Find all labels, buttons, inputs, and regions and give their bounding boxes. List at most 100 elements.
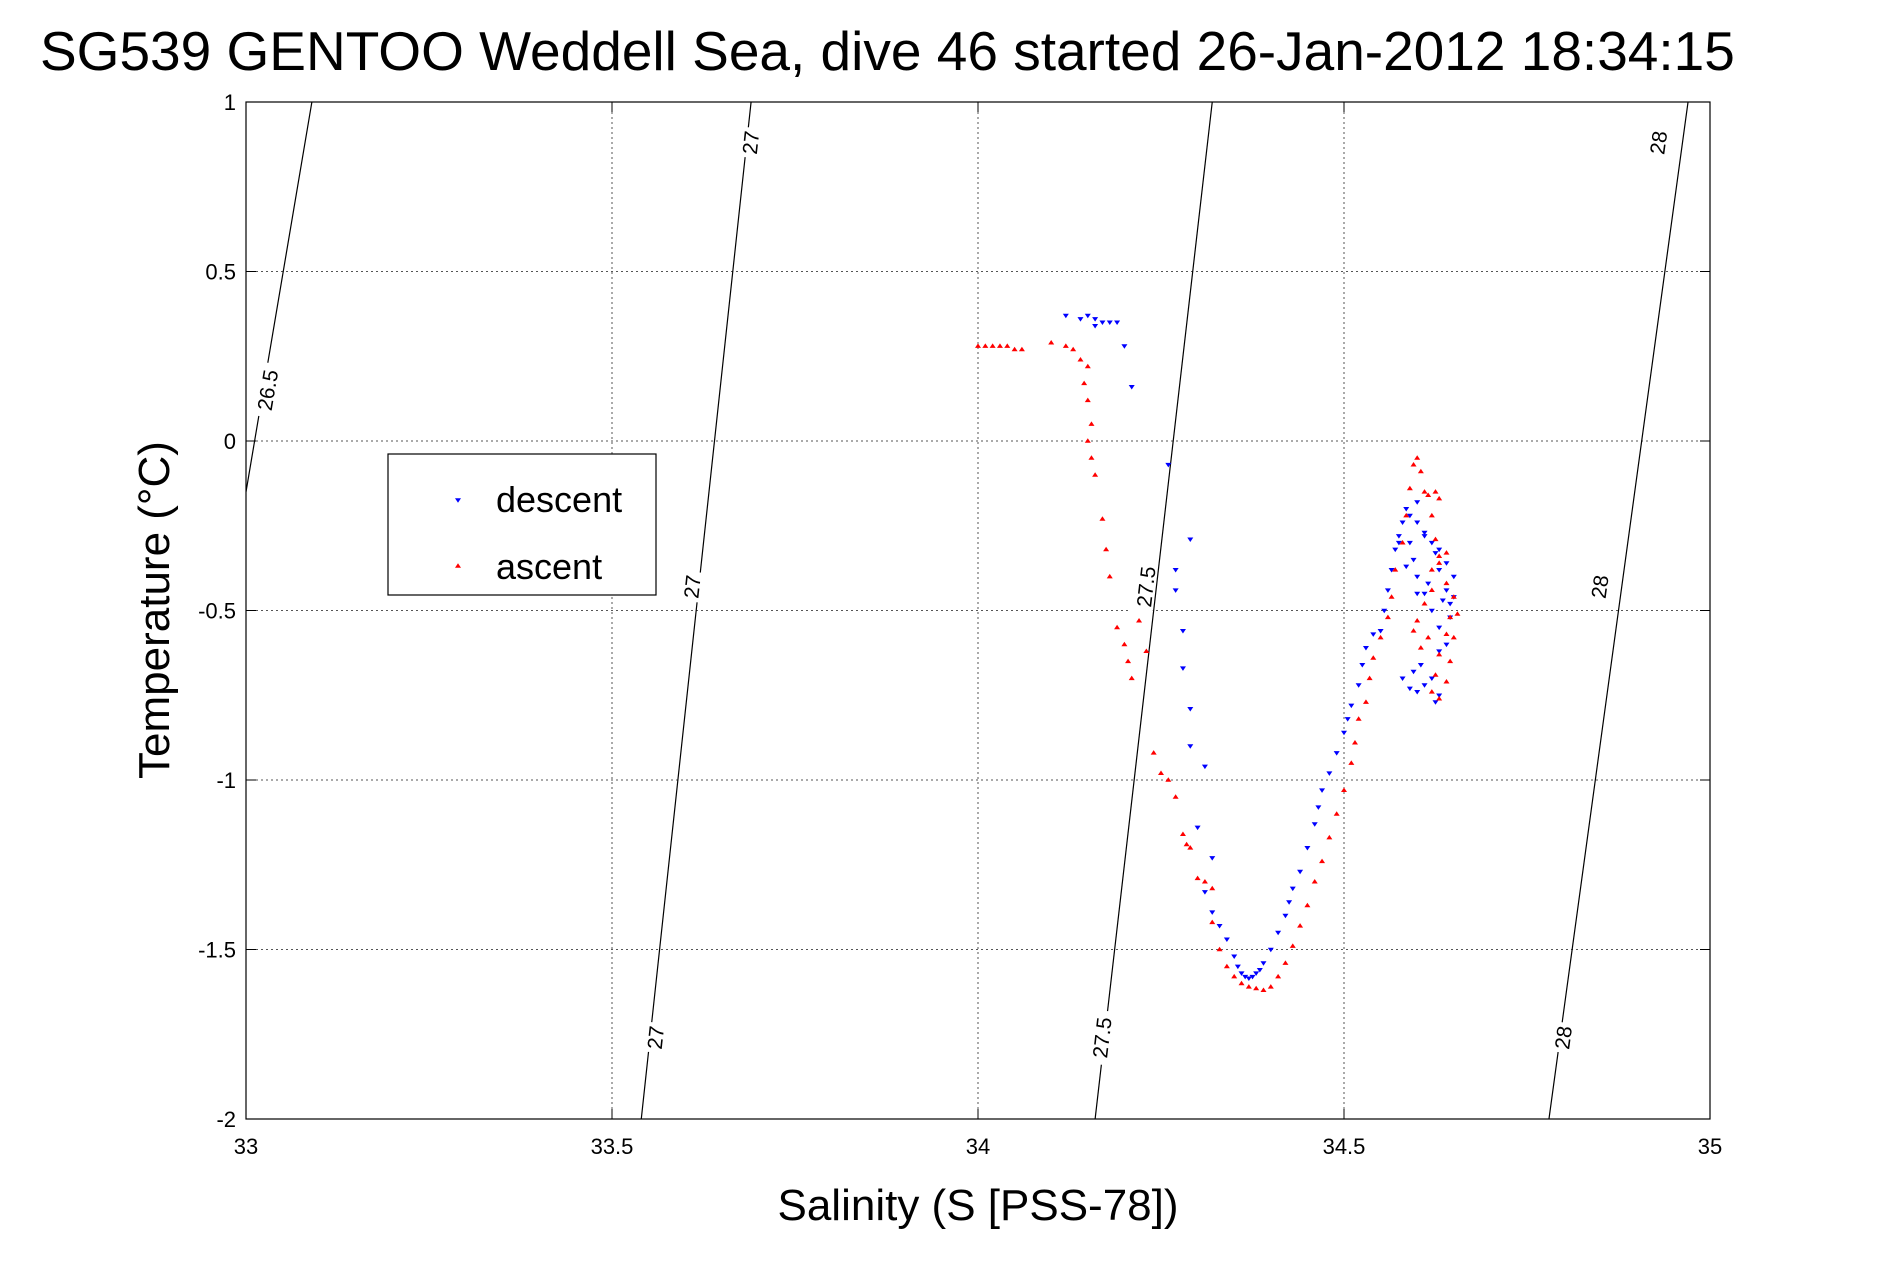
contour-label: 28 <box>1646 130 1672 156</box>
contour-label-background <box>1643 126 1670 159</box>
data-point-descent <box>1362 645 1369 651</box>
contour-label: 27.5 <box>1089 1016 1117 1059</box>
data-point-ascent <box>1425 634 1432 640</box>
data-point-ascent <box>1297 923 1304 928</box>
data-point-descent <box>1209 856 1216 861</box>
contour-label-background <box>250 361 282 419</box>
data-point-ascent <box>1128 675 1135 681</box>
data-point-ascent <box>1333 811 1340 816</box>
data-point-ascent <box>1447 614 1454 620</box>
data-point-ascent <box>1410 462 1417 467</box>
legend-box <box>387 453 657 596</box>
data-point-descent <box>1359 662 1366 668</box>
contour-label-group: 27 <box>641 1021 669 1054</box>
data-point-descent <box>1450 574 1457 580</box>
contour-line <box>1094 102 1213 1119</box>
data-point-ascent <box>1414 455 1421 460</box>
data-point-ascent <box>1384 614 1391 620</box>
contour-label: 27 <box>644 1025 669 1051</box>
data-point-descent <box>1406 540 1413 546</box>
data-point-descent <box>1377 629 1384 634</box>
contour-label-group: 28 <box>1643 126 1672 159</box>
data-point-descent <box>1355 683 1362 688</box>
contour-label: 27.5 <box>1133 565 1161 608</box>
data-point-descent <box>1414 591 1421 597</box>
contour-label-background <box>677 570 704 603</box>
data-point-ascent <box>1443 580 1450 586</box>
data-point-descent <box>1432 700 1439 705</box>
data-point-ascent <box>1428 512 1435 518</box>
data-point-descent <box>1179 666 1186 671</box>
data-point-ascent <box>1260 987 1267 992</box>
data-point-descent <box>1344 717 1351 722</box>
data-point-ascent <box>1081 380 1088 386</box>
data-point-ascent <box>1366 675 1373 681</box>
data-point-descent <box>1410 669 1417 675</box>
legend-marker-ascent <box>455 563 461 568</box>
data-point-ascent <box>1136 617 1143 623</box>
data-point-ascent <box>1432 536 1439 542</box>
data-point-ascent <box>1179 831 1186 837</box>
data-point-ascent <box>1253 985 1260 991</box>
data-point-descent <box>1436 568 1443 573</box>
data-point-ascent <box>1311 879 1318 884</box>
data-point-descent <box>1267 947 1274 953</box>
data-point-descent <box>1414 520 1421 526</box>
data-point-ascent <box>1048 339 1055 345</box>
data-point-ascent <box>1183 841 1190 847</box>
data-point-ascent <box>1443 550 1450 555</box>
data-point-descent <box>1432 551 1439 556</box>
data-point-ascent <box>1421 601 1428 606</box>
data-point-ascent <box>1403 512 1410 518</box>
data-point-descent <box>1249 974 1256 980</box>
data-point-ascent <box>1172 794 1179 799</box>
data-point-ascent <box>1150 750 1157 755</box>
data-point-descent <box>1092 317 1099 322</box>
data-point-ascent <box>1216 946 1223 952</box>
data-series <box>975 313 1461 992</box>
data-point-descent <box>1348 703 1355 709</box>
x-axis-label: Salinity (S [PSS-78]) <box>777 1181 1178 1230</box>
data-point-ascent <box>1077 356 1084 362</box>
data-point-ascent <box>1377 634 1384 640</box>
data-point-descent <box>1370 632 1377 637</box>
data-point-ascent <box>1125 658 1132 664</box>
data-point-descent <box>1256 968 1263 973</box>
data-point-ascent <box>1084 438 1091 443</box>
data-point-ascent <box>1209 885 1216 891</box>
data-point-ascent <box>1355 716 1362 721</box>
contour-label-background <box>641 1021 667 1054</box>
data-point-ascent <box>1165 777 1172 782</box>
x-tick-label: 35 <box>1698 1134 1722 1159</box>
data-point-descent <box>1238 971 1245 976</box>
data-point-ascent <box>1018 346 1025 352</box>
data-point-descent <box>1201 764 1208 770</box>
data-point-ascent <box>1084 397 1091 403</box>
data-point-descent <box>1187 707 1194 712</box>
data-point-descent <box>1414 574 1421 580</box>
series-ascent <box>975 339 1461 992</box>
data-point-ascent <box>1282 960 1289 965</box>
data-point-ascent <box>1450 634 1457 640</box>
data-point-ascent <box>1187 845 1194 850</box>
data-point-descent <box>1172 568 1179 573</box>
data-point-ascent <box>1392 567 1399 572</box>
data-point-descent <box>1421 530 1428 536</box>
data-point-descent <box>1242 974 1249 980</box>
contour-label: 27 <box>739 130 764 156</box>
data-point-descent <box>1395 534 1402 539</box>
data-point-descent <box>1304 846 1311 851</box>
data-point-descent <box>1421 683 1428 688</box>
data-point-descent <box>1092 323 1099 329</box>
data-point-ascent <box>1084 363 1091 369</box>
data-point-descent <box>1406 686 1413 692</box>
data-point-ascent <box>1410 628 1417 633</box>
data-point-ascent <box>1399 540 1406 545</box>
data-point-ascent <box>1114 624 1121 630</box>
legend-marker-descent <box>455 498 461 503</box>
contour-label: 27 <box>680 574 705 600</box>
y-tick-label: -0.5 <box>198 599 236 624</box>
contour-label-background <box>736 126 762 159</box>
data-point-descent <box>1121 344 1128 349</box>
